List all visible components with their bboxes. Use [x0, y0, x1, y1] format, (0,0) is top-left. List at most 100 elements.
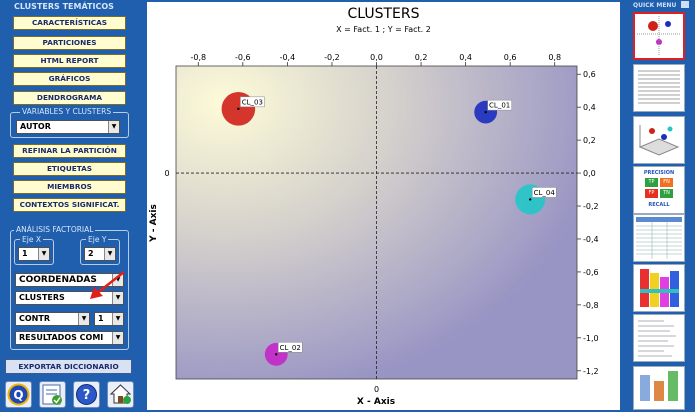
- refinar-particion-button[interactable]: REFINAR LA PARTICIÓN: [13, 144, 126, 158]
- exportar-diccionario-button[interactable]: EXPORTAR DICCIONARIO: [5, 359, 132, 374]
- graficos-button[interactable]: GRÁFICOS: [13, 72, 126, 86]
- miembros-button[interactable]: MIEMBROS: [13, 180, 126, 194]
- contextos-button[interactable]: CONTEXTOS SIGNIFICAT.: [13, 198, 126, 212]
- table-thumb[interactable]: [633, 64, 685, 112]
- y-tick-label: -1,0: [583, 334, 599, 343]
- settings-button[interactable]: [39, 381, 66, 408]
- y-tick-label: -1,2: [583, 367, 599, 376]
- y-tick-label: -0,6: [583, 268, 599, 277]
- cluster-label: CL_04: [534, 189, 556, 197]
- eje-x-value: 1: [22, 249, 28, 258]
- y-tick-label: 0,4: [583, 103, 596, 112]
- chevron-down-icon[interactable]: ▼: [112, 313, 123, 325]
- particiones-button[interactable]: PARTICIONES: [13, 36, 126, 50]
- heatmap-thumb[interactable]: [633, 264, 685, 312]
- dendrograma-button[interactable]: DENDROGRAMA: [13, 91, 126, 105]
- scatter-plot: -0,8 -0,6 -0,4 -0,2 0,0 0,2 0,4 0,6 0,8 0 0 0,6 0,4 0…: [149, 53, 599, 407]
- misc-icon: [640, 371, 678, 401]
- y-left-zero-label: 0: [164, 169, 169, 178]
- tn-cell: TN: [660, 189, 673, 198]
- y-axis-label: Y - Axis: [149, 204, 159, 243]
- x-axis-label: X - Axis: [357, 397, 395, 407]
- fp-cell: FP: [645, 189, 658, 198]
- precision-recall-thumb[interactable]: PRECISION TP FN FP TN RECALL: [633, 166, 685, 214]
- chart-subtitle: X = Fact. 1 ; Y = Fact. 2: [336, 25, 431, 34]
- data-grid-thumb[interactable]: [633, 214, 685, 262]
- tp-cell: TP: [645, 178, 658, 187]
- eje-y-value: 2: [88, 249, 94, 258]
- cluster-thumb[interactable]: [633, 12, 685, 60]
- clusters-section-title: CLUSTERS TEMÁTICOS: [14, 2, 114, 11]
- quit-button[interactable]: Q: [5, 381, 32, 408]
- heatmap-icon: [640, 269, 679, 307]
- chevron-down-icon[interactable]: ▼: [112, 332, 123, 344]
- recall-text: RECALL: [648, 202, 670, 208]
- chevron-down-icon[interactable]: ▼: [108, 121, 119, 133]
- x-tick-label: -0,6: [235, 53, 251, 62]
- y-tick-label: -0,8: [583, 301, 599, 310]
- x-bottom-zero-label: 0: [374, 385, 379, 394]
- svg-text:Q: Q: [13, 388, 23, 402]
- help-button[interactable]: ?: [73, 381, 100, 408]
- x-tick-label: 0,0: [370, 53, 383, 62]
- home-button[interactable]: [107, 381, 134, 408]
- x-tick-label: -0,8: [190, 53, 206, 62]
- resultados-select[interactable]: RESULTADOS COMI ▼: [15, 331, 124, 345]
- cluster-center-dot: [275, 353, 278, 356]
- y-tick-label: -0,2: [583, 202, 599, 211]
- svg-text:?: ?: [83, 388, 91, 403]
- precision-text: PRECISION: [643, 170, 675, 176]
- pointer-arrow-icon: [90, 271, 125, 299]
- chart-container: CLUSTERS X = Fact. 1 ; Y = Fact. 2 -0,8-…: [147, 2, 620, 410]
- y-tick-label: 0,6: [583, 70, 596, 79]
- clusters-value: CLUSTERS: [19, 293, 65, 302]
- 3d-plot-icon: [638, 125, 680, 156]
- chart-title: CLUSTERS: [347, 6, 420, 22]
- cluster-label: CL_02: [280, 344, 301, 352]
- left-panel: CLUSTERS TEMÁTICOS CARACTERÍSTICAS PARTI…: [0, 0, 140, 412]
- chevron-down-icon[interactable]: ▼: [38, 248, 49, 260]
- clusters-select[interactable]: CLUSTERS ▼: [15, 291, 124, 305]
- quick-menu-panel: QUICK MENU: [626, 0, 695, 412]
- cluster-label-box: [487, 99, 512, 111]
- home-icon: [109, 384, 132, 404]
- contr-num-select[interactable]: 1 ▼: [94, 312, 124, 326]
- eje-y-select[interactable]: 2 ▼: [84, 247, 116, 261]
- variables-select[interactable]: AUTOR ▼: [16, 120, 120, 134]
- coordenadas-value: COORDENADAS: [19, 275, 97, 285]
- eje-y-label: Eje Y: [86, 235, 109, 244]
- factorial-frame-title: ANÁLISIS FACTORIAL: [14, 225, 96, 234]
- 3d-plot-thumb[interactable]: [633, 116, 685, 164]
- list-icon: [638, 320, 676, 357]
- variables-frame-title: VARIABLES Y CLUSTERS: [20, 107, 114, 116]
- cluster-label-box: [240, 96, 265, 108]
- misc-thumb[interactable]: [633, 366, 685, 410]
- chevron-down-icon[interactable]: ▼: [112, 292, 123, 304]
- help-icon: ?: [76, 384, 97, 405]
- y-tick-label: 0,0: [583, 169, 596, 178]
- y-tick-label: 0,2: [583, 136, 596, 145]
- y-tick-label: -0,4: [583, 235, 599, 244]
- caracteristicas-button[interactable]: CARACTERÍSTICAS: [13, 16, 126, 30]
- x-tick-label: -0,4: [280, 53, 296, 62]
- chevron-down-icon[interactable]: ▼: [104, 248, 115, 260]
- cluster-center-dot: [237, 107, 240, 111]
- contr-select[interactable]: CONTR ▼: [15, 312, 90, 326]
- cluster-label: CL_03: [242, 98, 263, 106]
- html-report-button[interactable]: HTML REPORT: [13, 54, 126, 68]
- x-tick-label: 0,6: [504, 53, 517, 62]
- x-tick-label: 0,4: [459, 53, 472, 62]
- list-thumb[interactable]: [633, 314, 685, 362]
- quit-icon: Q: [7, 383, 30, 406]
- variables-select-value: AUTOR: [20, 122, 51, 131]
- x-tick-label: 0,2: [415, 53, 428, 62]
- coordenadas-select[interactable]: COORDENADAS ▼: [15, 273, 124, 287]
- x-tick-label: 0,8: [548, 53, 561, 62]
- cluster-center-dot: [484, 110, 487, 114]
- x-tick-label: -0,2: [324, 53, 340, 62]
- eje-x-select[interactable]: 1 ▼: [18, 247, 50, 261]
- etiquetas-button[interactable]: ETIQUETAS: [13, 162, 126, 176]
- pin-icon[interactable]: [681, 1, 689, 8]
- chevron-down-icon[interactable]: ▼: [78, 313, 89, 325]
- contr-num-value: 1: [98, 314, 104, 323]
